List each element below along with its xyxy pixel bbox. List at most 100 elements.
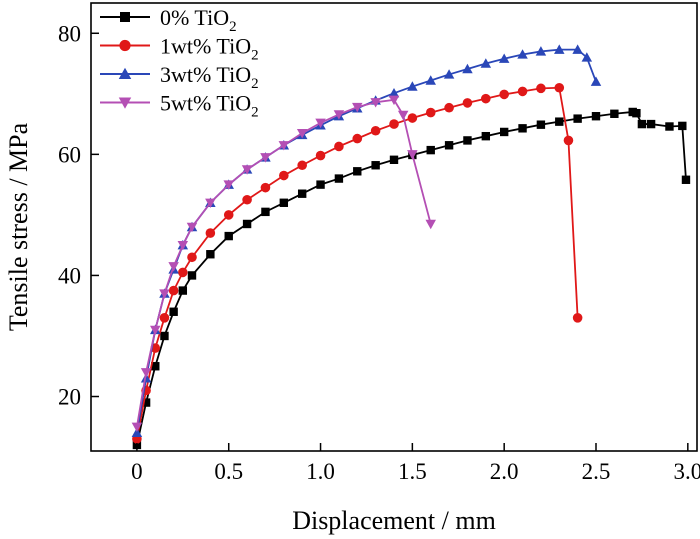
data-point xyxy=(518,124,527,133)
data-point xyxy=(224,231,233,241)
data-point xyxy=(118,97,132,109)
data-point xyxy=(462,63,473,74)
x-tick-label: 1.0 xyxy=(306,459,335,484)
data-point xyxy=(554,44,565,54)
data-point xyxy=(160,331,169,341)
data-point xyxy=(187,271,197,280)
x-tick-label: 2.5 xyxy=(582,459,611,484)
data-point xyxy=(581,52,593,62)
data-point xyxy=(353,167,362,176)
data-point xyxy=(517,86,528,97)
data-point xyxy=(260,182,271,193)
data-point xyxy=(462,98,473,108)
data-point xyxy=(178,267,188,278)
data-point xyxy=(141,398,151,407)
data-point xyxy=(370,125,381,136)
data-point xyxy=(333,110,345,120)
data-point xyxy=(444,102,454,113)
data-point xyxy=(481,131,491,141)
data-point xyxy=(678,121,687,131)
y-tick-label: 80 xyxy=(58,21,81,46)
y-tick-label: 60 xyxy=(58,142,81,167)
data-point xyxy=(159,289,170,299)
data-point xyxy=(178,286,188,295)
legend-label: 3wt% TiO2 xyxy=(160,62,259,92)
data-point xyxy=(278,141,290,151)
data-point xyxy=(407,81,418,91)
data-point xyxy=(150,325,161,336)
data-point xyxy=(205,198,216,209)
x-tick-label: 0.5 xyxy=(214,459,243,484)
series-4 xyxy=(131,95,436,433)
data-point xyxy=(370,98,381,108)
data-point xyxy=(536,120,546,129)
data-point xyxy=(242,194,252,205)
data-point xyxy=(563,135,574,146)
legend-item: 0% TiO2 xyxy=(100,5,237,35)
data-point xyxy=(444,141,454,150)
data-point xyxy=(151,362,160,371)
data-point xyxy=(610,109,619,118)
data-point xyxy=(499,89,509,100)
data-point xyxy=(131,427,143,438)
data-point xyxy=(665,122,674,131)
series-line xyxy=(136,111,687,446)
data-point xyxy=(279,198,289,207)
data-point xyxy=(554,82,565,93)
data-point xyxy=(186,222,198,233)
x-tick-label: 3.0 xyxy=(673,459,700,484)
data-point xyxy=(223,180,234,190)
data-point xyxy=(637,119,647,129)
data-point xyxy=(177,240,189,251)
data-point xyxy=(316,180,325,189)
x-tick-label: 1.5 xyxy=(398,459,427,484)
data-point xyxy=(315,150,326,161)
data-point xyxy=(499,127,509,137)
legend-item: 3wt% TiO2 xyxy=(100,62,259,92)
data-point xyxy=(206,250,215,259)
data-point xyxy=(397,110,409,121)
data-point xyxy=(425,219,436,230)
data-point xyxy=(425,107,436,118)
data-point xyxy=(591,112,601,121)
data-point xyxy=(159,313,170,323)
data-point xyxy=(535,46,547,56)
data-point xyxy=(426,145,435,155)
data-point xyxy=(555,117,564,126)
data-point xyxy=(169,307,178,316)
legend-item: 5wt% TiO2 xyxy=(100,91,259,121)
data-point xyxy=(260,153,271,163)
data-point xyxy=(296,128,308,139)
series-layer xyxy=(131,44,691,450)
data-point xyxy=(572,44,583,54)
data-point xyxy=(646,119,656,129)
series-2 xyxy=(132,82,583,444)
data-point xyxy=(168,285,179,296)
data-point xyxy=(119,39,131,52)
data-point xyxy=(371,161,380,170)
plot-frame xyxy=(90,2,698,452)
data-point xyxy=(168,262,179,272)
data-point xyxy=(187,252,197,263)
data-point xyxy=(388,95,400,106)
data-point xyxy=(425,75,436,85)
legend-label: 0% TiO2 xyxy=(160,5,237,35)
data-point xyxy=(315,118,326,129)
x-axis-label: Displacement / mm xyxy=(292,506,496,535)
data-point xyxy=(681,175,691,184)
data-point xyxy=(389,155,399,164)
data-point xyxy=(205,228,216,238)
y-tick-label: 20 xyxy=(58,385,81,410)
data-point xyxy=(443,69,455,79)
ticks-layer: 0 0.5 1.0 1.5 2.0 2.5 3.0 20 40 60 80 xyxy=(58,21,700,484)
x-tick-label: 2.0 xyxy=(490,459,519,484)
data-point xyxy=(261,207,270,217)
data-point xyxy=(297,160,307,171)
data-point xyxy=(480,58,492,68)
data-point xyxy=(223,210,234,220)
legend-item: 1wt% TiO2 xyxy=(100,34,259,64)
y-axis-label: Tensile stress / MPa xyxy=(4,122,33,331)
data-point xyxy=(242,219,252,229)
